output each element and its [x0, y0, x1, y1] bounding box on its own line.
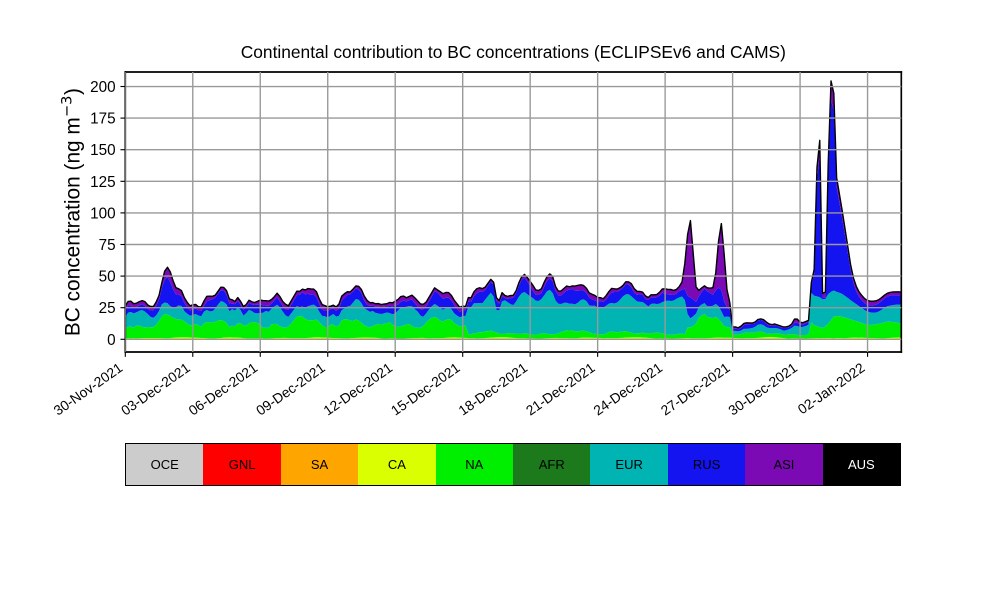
svg-text:100: 100: [90, 205, 115, 222]
svg-text:150: 150: [90, 142, 115, 159]
svg-text:Continental contribution to BC: Continental contribution to BC concentra…: [241, 42, 786, 62]
svg-text:50: 50: [99, 269, 116, 286]
svg-text:0: 0: [107, 332, 116, 349]
svg-text:175: 175: [90, 111, 115, 128]
svg-text:200: 200: [90, 79, 115, 96]
svg-text:125: 125: [90, 174, 115, 191]
svg-text:75: 75: [99, 237, 116, 254]
svg-text:25: 25: [99, 300, 116, 317]
